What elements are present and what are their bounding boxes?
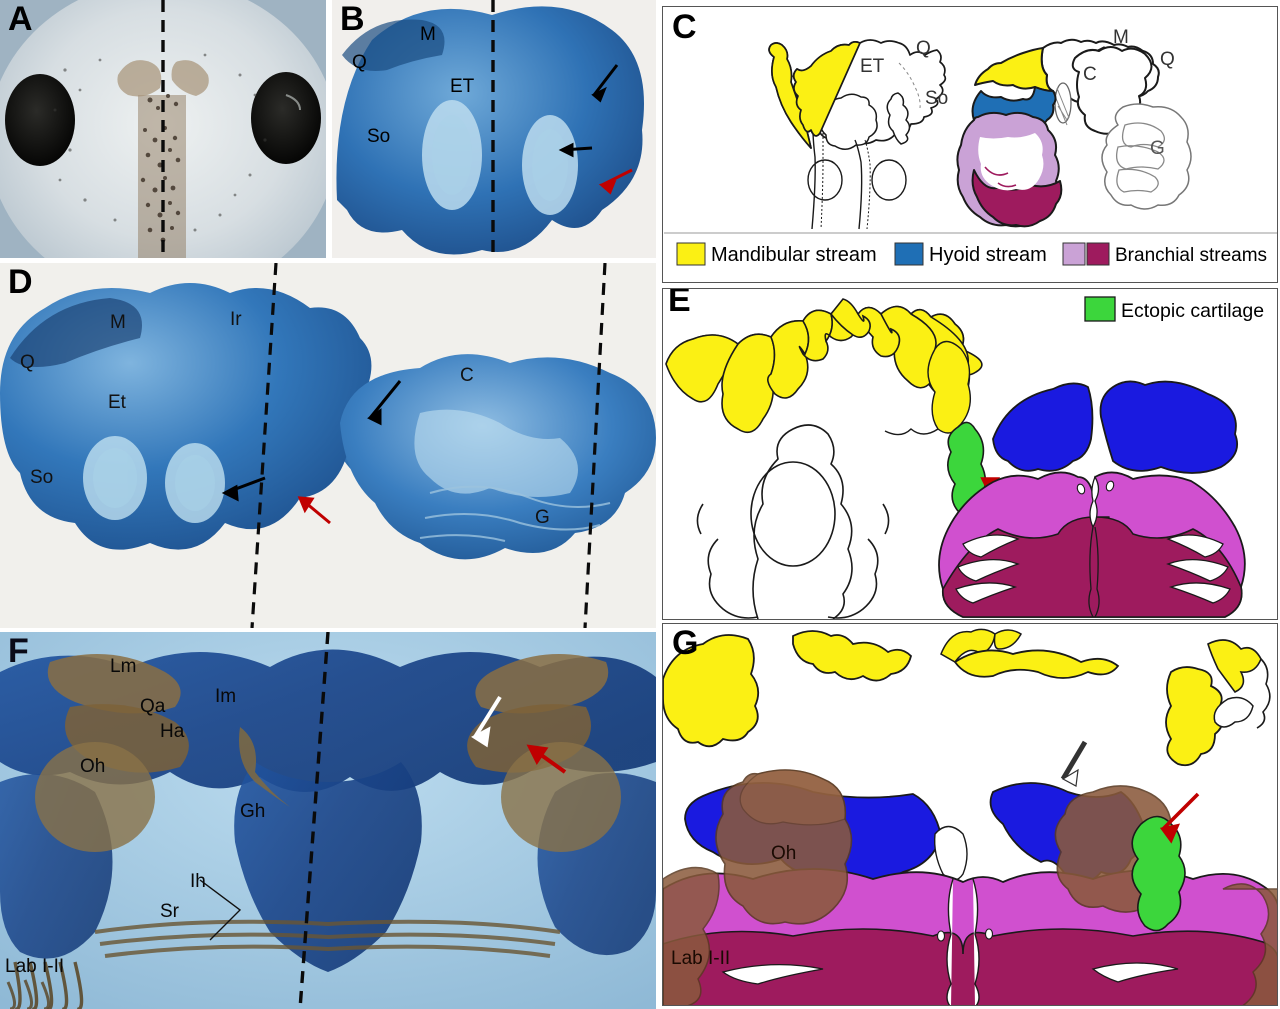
svg-text:Lab I-II: Lab I-II (671, 948, 730, 969)
svg-text:Gh: Gh (240, 801, 265, 822)
svg-text:Ih: Ih (190, 871, 206, 892)
svg-text:Branchial streams: Branchial streams (1115, 245, 1267, 266)
svg-text:ET: ET (450, 76, 475, 97)
svg-text:Ha: Ha (160, 721, 185, 742)
svg-text:M: M (110, 312, 126, 333)
svg-text:G: G (535, 507, 550, 528)
svg-text:Mandibular stream: Mandibular stream (711, 244, 877, 266)
svg-text:Sr: Sr (160, 901, 180, 922)
svg-text:Q: Q (20, 352, 35, 373)
svg-text:Oh: Oh (771, 843, 796, 864)
svg-text:Oh: Oh (80, 756, 105, 777)
svg-text:Q: Q (1160, 49, 1175, 70)
svg-text:Et: Et (108, 392, 127, 413)
svg-text:M: M (1113, 27, 1129, 48)
svg-text:C: C (1083, 64, 1097, 85)
svg-text:Im: Im (215, 686, 236, 707)
svg-text:Ir: Ir (230, 309, 242, 330)
svg-text:So: So (367, 126, 390, 147)
svg-text:Qa: Qa (140, 696, 166, 717)
svg-text:So: So (925, 88, 948, 109)
svg-text:Q: Q (916, 38, 931, 59)
svg-text:E: E (668, 289, 691, 319)
svg-text:Lm: Lm (110, 656, 136, 677)
svg-text:Lab I-II: Lab I-II (5, 956, 64, 977)
svg-text:Q: Q (352, 52, 367, 73)
svg-text:So: So (30, 467, 53, 488)
svg-text:Hyoid stream: Hyoid stream (929, 244, 1047, 266)
svg-text:M: M (420, 24, 436, 45)
svg-text:G: G (1150, 138, 1165, 159)
svg-text:ET: ET (860, 56, 885, 77)
svg-text:C: C (460, 365, 474, 386)
svg-text:Ectopic cartilage: Ectopic cartilage (1121, 300, 1264, 322)
